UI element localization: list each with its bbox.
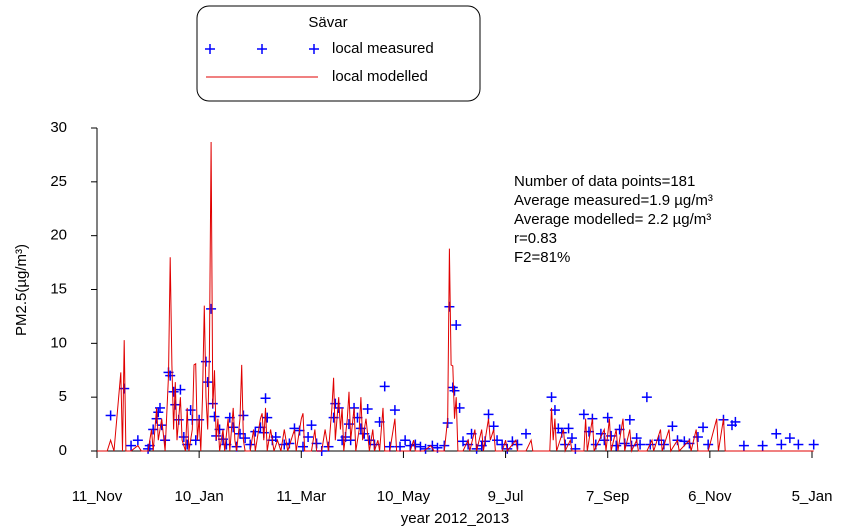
marker: [405, 440, 416, 451]
marker: [202, 377, 213, 388]
marker: [190, 435, 201, 446]
y-tick-label: 10: [50, 334, 67, 351]
marker: [175, 384, 186, 395]
marker: [784, 433, 795, 444]
annotation: Average measured=1.9 µg/m³: [514, 192, 713, 209]
marker: [635, 439, 646, 450]
y-tick-label: 20: [50, 227, 67, 244]
marker: [667, 421, 678, 432]
marker: [653, 435, 664, 446]
marker: [389, 405, 400, 416]
marker: [270, 432, 281, 443]
marker: [148, 424, 159, 435]
marker: [483, 409, 494, 420]
marker: [209, 411, 220, 422]
marker: [578, 409, 589, 420]
marker: [126, 440, 137, 451]
marker: [451, 320, 462, 331]
y-axis-label: PM2.5(µg/m³): [13, 244, 30, 336]
marker: [303, 432, 314, 443]
x-tick-label: 11_Mar: [276, 488, 326, 505]
marker: [224, 412, 235, 423]
marker: [132, 435, 143, 446]
marker: [309, 44, 319, 54]
marker: [415, 441, 426, 452]
marker: [206, 303, 217, 314]
marker: [611, 440, 622, 451]
marker: [698, 422, 709, 433]
x-tick-label: 7_Sep: [586, 488, 629, 505]
marker: [178, 432, 189, 443]
marker: [808, 439, 819, 450]
y-tick-label: 15: [50, 280, 67, 297]
marker: [521, 428, 531, 439]
marker: [599, 435, 610, 446]
marker: [262, 412, 273, 423]
marker: [153, 407, 164, 418]
marker: [492, 435, 503, 446]
y-tick-label: 25: [50, 173, 67, 190]
marker: [602, 412, 613, 423]
marker: [641, 392, 652, 403]
y-tick-label: 0: [59, 442, 67, 459]
marker: [255, 422, 266, 433]
marker: [793, 439, 804, 450]
x-tick-label: 10_Jan: [175, 488, 224, 505]
marker: [420, 443, 431, 454]
marker: [624, 414, 635, 425]
legend-label: local measured: [332, 40, 434, 57]
marker: [379, 381, 390, 392]
series-line: [97, 141, 814, 453]
marker: [458, 436, 469, 447]
annotations: Number of data points=181 Average measure…: [514, 173, 713, 266]
marker: [444, 301, 455, 312]
annotation: r=0.83: [514, 230, 557, 247]
x-tick-label: 6_Nov: [688, 488, 732, 505]
marker: [771, 428, 782, 439]
annotation: Average modelled= 2.2 µg/m³: [514, 211, 711, 228]
marker: [497, 439, 508, 450]
x-tick-label: 11_Nov: [72, 488, 123, 505]
marker: [374, 416, 385, 427]
marker: [165, 370, 176, 381]
legend-title: Sävar: [308, 14, 347, 31]
marker: [297, 441, 308, 452]
marker: [228, 422, 239, 433]
marker: [703, 439, 714, 450]
marker: [240, 433, 251, 444]
marker: [776, 439, 787, 450]
marker: [168, 386, 179, 397]
marker: [257, 44, 267, 54]
annotation: Number of data points=181: [514, 173, 695, 190]
marker: [400, 435, 411, 446]
marker: [449, 385, 460, 396]
y-tick-label: 30: [50, 119, 67, 136]
marker: [738, 440, 749, 451]
marker: [679, 436, 690, 447]
marker: [362, 404, 373, 415]
marker: [730, 416, 741, 427]
marker: [546, 392, 557, 403]
marker: [105, 410, 116, 421]
x-tick-label: 10_May: [377, 488, 431, 505]
marker: [563, 423, 574, 434]
marker: [757, 440, 768, 451]
marker: [260, 393, 271, 404]
marker: [279, 439, 290, 450]
marker: [583, 426, 594, 437]
annotation: F2=81%: [514, 249, 570, 266]
marker: [170, 399, 181, 410]
marker: [306, 420, 317, 431]
x-tick-label: 5_Jan: [792, 488, 833, 505]
legend-label: local modelled: [332, 68, 428, 85]
marker: [205, 44, 215, 54]
marker: [566, 433, 577, 444]
y-tick-label: 5: [59, 388, 67, 405]
x-tick-label: 9_Jul: [488, 488, 524, 505]
x-axis-label: year 2012_2013: [401, 510, 509, 527]
marker: [364, 435, 375, 446]
